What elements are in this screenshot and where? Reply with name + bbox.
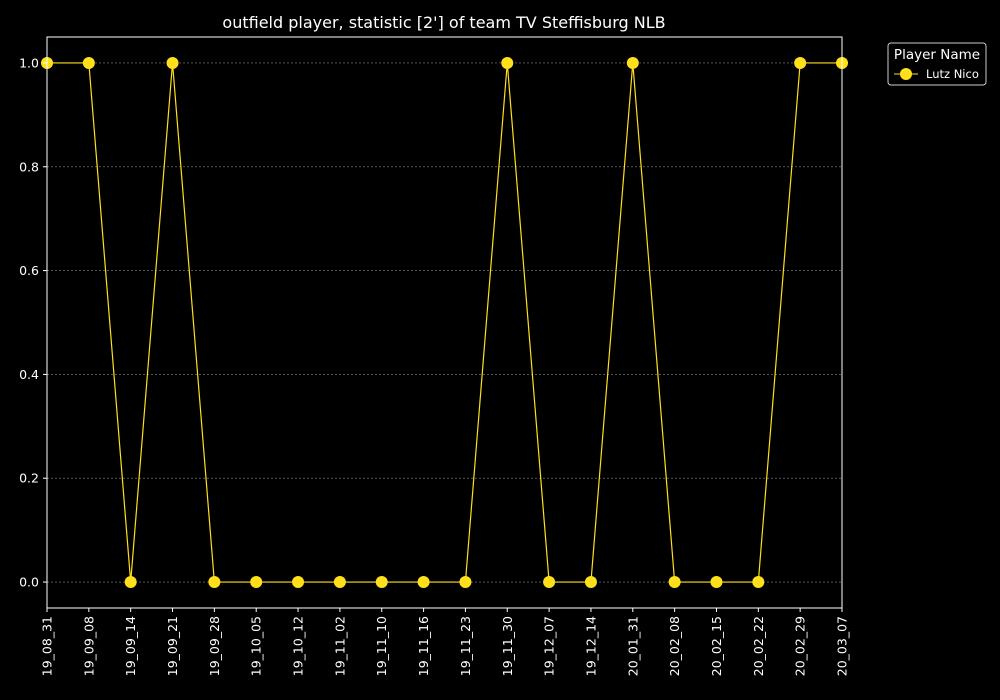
x-tick-label: 19_10_05 — [249, 616, 264, 676]
x-tick-label: 19_12_14 — [583, 616, 598, 676]
x-tick-label: 19_11_30 — [500, 616, 515, 676]
x-tick-label: 20_02_22 — [751, 616, 766, 676]
x-tick-label: 19_09_08 — [81, 616, 96, 676]
data-point — [375, 576, 388, 589]
data-point — [543, 576, 556, 589]
x-tick-label: 19_11_02 — [332, 616, 347, 676]
y-tick-label: 0.0 — [19, 575, 39, 590]
x-tick-label: 20_02_08 — [667, 616, 682, 676]
chart-title: outfield player, statistic [2'] of team … — [222, 13, 665, 32]
plot-area-frame — [46, 36, 843, 609]
data-point — [752, 576, 765, 589]
y-tick-label: 0.2 — [19, 471, 39, 486]
data-point — [82, 56, 95, 69]
x-tick-label: 19_09_21 — [165, 616, 180, 676]
data-point — [584, 576, 597, 589]
x-tick-label: 19_09_14 — [123, 616, 138, 676]
legend-title: Player Name — [894, 47, 980, 63]
x-tick-label: 19_10_12 — [291, 616, 306, 676]
data-point — [459, 576, 472, 589]
legend-marker — [900, 68, 912, 80]
data-point — [417, 576, 430, 589]
y-tick-label: 1.0 — [19, 55, 39, 70]
x-tick-label: 19_11_23 — [458, 616, 473, 676]
x-axis: 19_08_31 19_09_08 19_09_14 19_09_21 19_09_28… — [40, 608, 850, 676]
data-point — [124, 576, 137, 589]
x-tick-label: 20_02_15 — [709, 616, 724, 676]
x-tick-label: 19_09_28 — [207, 616, 222, 676]
x-tick-label: 19_11_16 — [416, 616, 431, 676]
legend-entry-label: Lutz Nico — [926, 67, 979, 81]
data-point — [626, 56, 639, 69]
y-tick-label: 0.8 — [19, 159, 39, 174]
y-axis: 0.0 0.2 0.4 0.6 0.8 1.0 — [19, 55, 47, 590]
y-tick-label: 0.6 — [19, 263, 39, 278]
x-tick-label: 19_11_10 — [374, 616, 389, 676]
series-line — [47, 62, 842, 583]
data-point — [501, 56, 514, 69]
x-tick-label: 20_01_31 — [625, 616, 640, 676]
x-tick-label: 19_12_07 — [542, 616, 557, 676]
data-point — [250, 576, 263, 589]
data-point — [208, 576, 221, 589]
legend: Player Name Lutz Nico — [887, 42, 987, 86]
x-tick-label: 19_08_31 — [40, 616, 55, 676]
data-point — [668, 576, 681, 589]
x-tick-label: 20_03_07 — [835, 616, 850, 676]
data-point — [333, 576, 346, 589]
data-point — [166, 56, 179, 69]
data-point — [292, 576, 305, 589]
x-tick-label: 20_02_29 — [793, 616, 808, 676]
data-point — [710, 576, 723, 589]
data-point — [794, 56, 807, 69]
y-tick-label: 0.4 — [19, 367, 39, 382]
